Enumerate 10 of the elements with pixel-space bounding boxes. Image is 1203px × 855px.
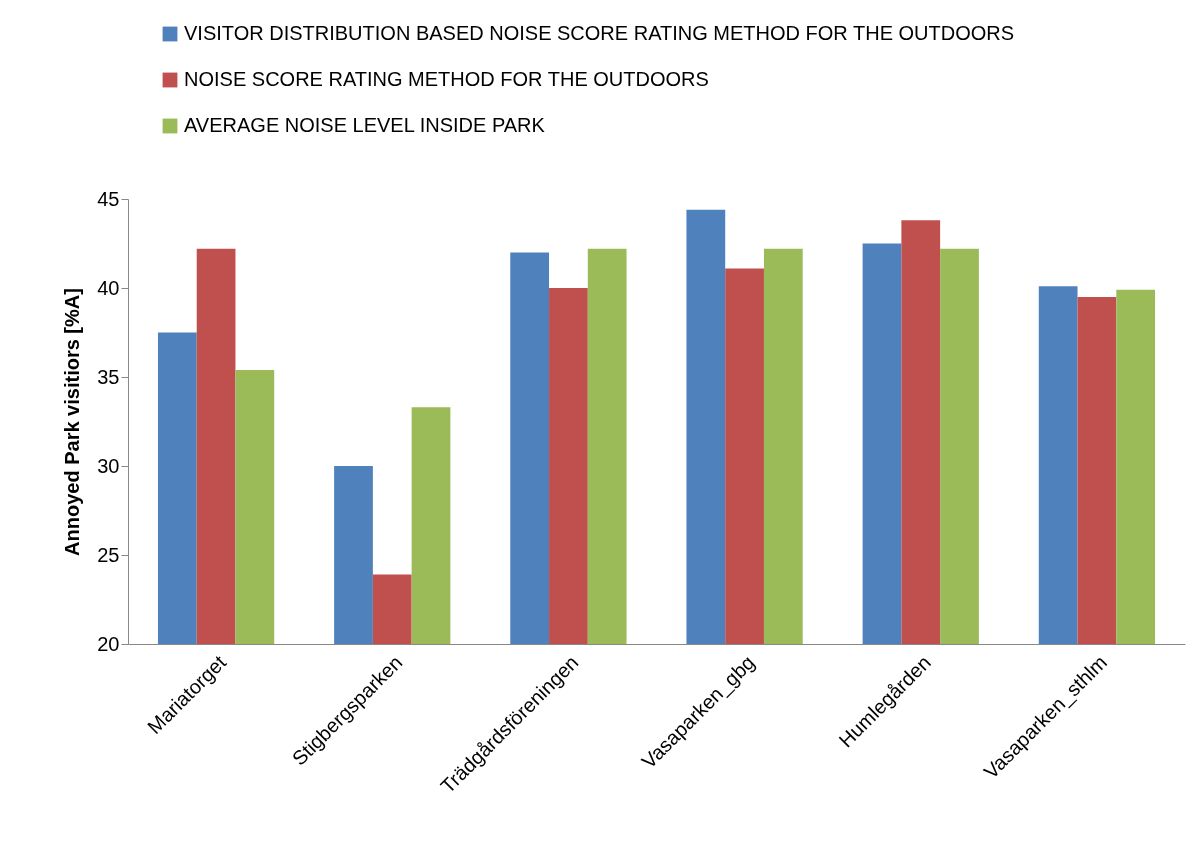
legend-label: NOISE SCORE RATING METHOD FOR THE OUTDOORS [184,68,709,90]
y-tick-label: 20 [97,632,120,655]
y-tick-label: 25 [97,543,120,566]
legend-label: VISITOR DISTRIBUTION BASED NOISE SCORE RATING METHOD FOR THE OUTDOORS [184,22,1015,44]
y-tick-label: 30 [97,454,120,477]
y-axis-title: Annoyed Park visitiors [%A] [61,288,84,556]
y-tick-label: 35 [97,365,120,388]
y-tick-label: 40 [97,276,120,299]
legend-label: AVERAGE NOISE LEVEL INSIDE PARK [184,114,546,136]
y-tick-label: 45 [97,187,120,210]
